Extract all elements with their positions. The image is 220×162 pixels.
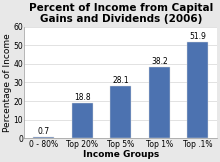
Bar xyxy=(33,137,54,139)
Text: 0.7: 0.7 xyxy=(38,127,50,136)
Bar xyxy=(187,42,209,139)
Text: 38.2: 38.2 xyxy=(151,57,168,66)
Text: 51.9: 51.9 xyxy=(189,32,206,41)
Text: 18.8: 18.8 xyxy=(74,93,91,102)
Text: 28.1: 28.1 xyxy=(112,76,129,85)
Bar xyxy=(149,67,170,139)
Bar xyxy=(72,103,93,139)
Bar xyxy=(110,86,131,139)
X-axis label: Income Groups: Income Groups xyxy=(83,150,159,159)
Y-axis label: Percentage of Income: Percentage of Income xyxy=(3,33,12,132)
Title: Percent of Income from Capital
Gains and Dividends (2006): Percent of Income from Capital Gains and… xyxy=(29,3,213,24)
